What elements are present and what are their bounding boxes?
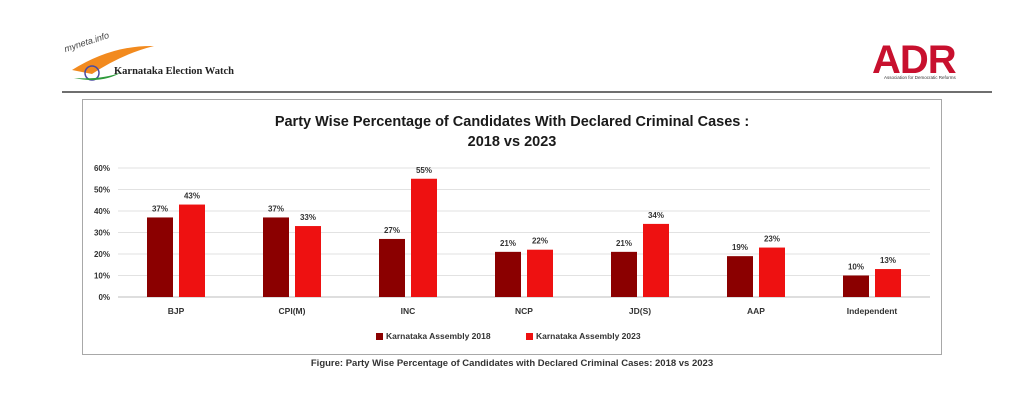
chart-frame [82,99,942,355]
chart-subtitle: 2018 vs 2023 [467,134,557,150]
logo-swoosh-orange [72,45,154,74]
bar-aap-2023 [759,247,785,297]
figure-caption: Figure: Party Wise Percentage of Candida… [310,358,714,369]
bar-independent-2023 [875,269,901,297]
myneta-logo [72,45,154,81]
y-tick-label: 40% [94,207,110,216]
bar-cpim-2023 [295,226,321,297]
bar-jds-2023 [643,223,669,297]
bar-jds-2018 [611,251,637,297]
header-divider [62,91,992,93]
bar-value-label: 37% [152,204,168,213]
bar-value-label: 34% [648,211,664,220]
bar-bjp-2018 [147,217,173,297]
y-tick-label: 0% [98,293,110,302]
y-tick-label: 30% [94,229,110,238]
bar-bjp-2023 [179,204,205,297]
bar-value-label: 21% [616,239,632,248]
x-tick-label: CPI(M) [279,306,306,316]
bar-value-label: 43% [184,192,200,201]
y-tick-label: 50% [94,186,110,195]
bar-value-label: 27% [384,226,400,235]
x-tick-label: INC [401,306,416,316]
y-tick-label: 60% [94,164,110,173]
bar-value-label: 13% [880,256,896,265]
bar-inc-2018 [379,238,405,297]
legend-label: Karnataka Assembly 2018 [386,331,491,341]
logo-chakra [84,65,100,81]
bar-value-label: 55% [416,166,432,175]
bar-inc-2023 [411,178,437,297]
logo-swoosh-green [74,72,122,80]
legend-swatch [526,333,533,340]
legend-label: Karnataka Assembly 2023 [536,331,641,341]
bar-value-label: 21% [500,239,516,248]
page-header: myneta.info Karnataka Election Watch ADR… [0,0,1024,95]
bar-value-label: 19% [732,243,748,252]
chart-title: Party Wise Percentage of Candidates With… [274,114,750,130]
bar-ncp-2023 [527,249,553,297]
y-tick-label: 20% [94,250,110,259]
bar-value-label: 37% [268,204,284,213]
bar-value-label: 23% [764,235,780,244]
bar-value-label: 33% [300,213,316,222]
adr-logo-text: ADR [872,38,957,82]
bar-aap-2018 [727,256,753,297]
karnataka-election-watch-text: Karnataka Election Watch [114,66,234,77]
y-tick-label: 10% [94,272,110,281]
x-tick-label: JD(S) [629,306,651,316]
bar-value-label: 10% [848,263,864,272]
bar-value-label: 22% [532,237,548,246]
x-tick-label: AAP [747,306,765,316]
x-tick-label: Independent [847,306,898,316]
bar-ncp-2018 [495,251,521,297]
x-tick-label: NCP [515,306,533,316]
adr-logo-tagline: Association for Democratic Reforms [884,75,956,80]
x-tick-label: BJP [168,306,185,316]
legend-swatch [376,333,383,340]
bar-cpim-2018 [263,217,289,297]
bar-independent-2018 [843,275,869,297]
